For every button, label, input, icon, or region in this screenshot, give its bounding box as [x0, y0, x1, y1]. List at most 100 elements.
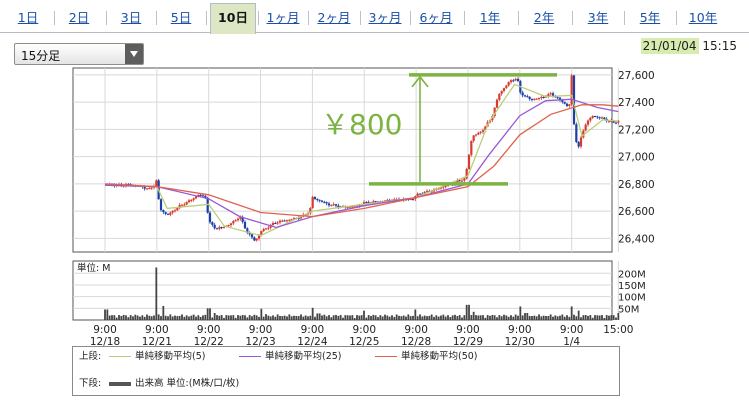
candle-body: [148, 188, 151, 190]
volume-bar: [510, 315, 512, 320]
volume-bar: [176, 316, 179, 320]
volume-bar: [195, 316, 197, 320]
legend-label-ma5: 単純移動平均(5): [135, 351, 206, 362]
volume-bar: [323, 314, 326, 320]
volume-bar: [400, 316, 403, 320]
candle-body: [458, 180, 461, 182]
volume-bar: [447, 315, 449, 320]
candle-body: [169, 212, 172, 215]
candle-body: [505, 85, 508, 89]
tab-2ヶ月[interactable]: 2ヶ月: [317, 10, 351, 25]
tab-3日[interactable]: 3日: [120, 10, 142, 25]
candle-body: [460, 180, 464, 182]
volume-bar: [444, 316, 447, 320]
tab-5年[interactable]: 5年: [639, 10, 661, 25]
volume-bar: [276, 314, 279, 320]
volume-bar: [500, 316, 503, 320]
volume-bar: [325, 316, 328, 320]
date-text: 21/01/04: [640, 38, 699, 54]
volume-y-tick-label: 50M: [618, 304, 639, 315]
volume-bar: [106, 309, 109, 320]
volume-bar: [272, 315, 274, 320]
candle-body: [220, 227, 223, 229]
candle-body: [484, 126, 487, 131]
candle-body: [283, 220, 286, 222]
volume-bar: [540, 316, 543, 320]
volume-bar: [463, 315, 466, 320]
candle-body: [474, 134, 478, 136]
candle-body: [229, 223, 233, 226]
legend-item-ma5: 単純移動平均(5): [109, 350, 205, 364]
tab-separator: [676, 11, 677, 25]
candle-body: [416, 193, 419, 196]
tab-3年[interactable]: 3年: [587, 10, 609, 25]
tab-10日[interactable]: 10日: [210, 3, 256, 34]
volume-bar: [612, 315, 615, 320]
candle-body: [472, 135, 475, 141]
candle-body: [365, 202, 368, 204]
volume-y-tick-label: 100M: [618, 293, 646, 304]
y-tick-label: 27,200: [618, 124, 655, 136]
tab-2日[interactable]: 2日: [68, 10, 90, 25]
volume-bar: [598, 315, 601, 320]
tab-separator: [156, 11, 157, 25]
volume-bar: [496, 317, 498, 320]
volume-bar: [524, 312, 526, 320]
volume-bar: [594, 315, 596, 320]
chevron-down-icon[interactable]: [125, 44, 143, 64]
candle-body: [360, 204, 363, 207]
tab-6ヶ月[interactable]: 6ヶ月: [419, 10, 453, 25]
x-tick-date: 12/29: [453, 336, 483, 346]
volume-bar: [113, 315, 116, 320]
candle-body: [521, 92, 524, 96]
tab-1日[interactable]: 1日: [17, 10, 39, 25]
volume-bar: [533, 315, 536, 320]
volume-bar: [416, 316, 419, 320]
stock-chart: 26,400 26,600 26,800 27,000 27,200 27,400 27,6…: [72, 67, 655, 346]
volume-bar: [318, 313, 321, 320]
candle-body: [423, 192, 426, 195]
volume-bar: [549, 314, 552, 320]
tab-1年[interactable]: 1年: [479, 10, 501, 25]
volume-bar: [559, 315, 561, 320]
candle-body: [227, 225, 230, 227]
candle-body: [561, 99, 564, 102]
tab-2年[interactable]: 2年: [533, 10, 555, 25]
volume-bar: [442, 314, 445, 320]
x-tick-time: 9:00: [352, 324, 376, 336]
tab-separator: [410, 11, 411, 25]
volume-bar: [288, 314, 291, 320]
candle-body: [215, 228, 219, 230]
legend-lower-label: 下段:: [79, 378, 102, 389]
tab-10年[interactable]: 10年: [688, 10, 718, 25]
volume-bar: [300, 314, 302, 320]
candle-body: [166, 213, 170, 215]
candle-body: [253, 237, 256, 241]
candle-body: [418, 193, 422, 195]
candle-body: [575, 124, 578, 142]
volume-bar: [570, 306, 573, 320]
candle-body: [596, 116, 599, 118]
tab-1ヶ月[interactable]: 1ヶ月: [266, 10, 300, 25]
volume-bar: [286, 316, 288, 320]
tab-separator: [360, 11, 361, 25]
volume-bar: [342, 317, 344, 320]
annotation-text: ￥800: [321, 108, 402, 141]
candle-body: [537, 98, 541, 100]
volume-bar: [269, 316, 272, 320]
candle-body: [334, 204, 338, 206]
volume-bar: [136, 315, 139, 320]
candle-body: [456, 180, 459, 183]
tab-3ヶ月[interactable]: 3ヶ月: [368, 10, 402, 25]
interval-select[interactable]: 15分足: [14, 43, 144, 65]
candle-body: [239, 216, 242, 219]
volume-bar: [440, 315, 442, 320]
tab-5日[interactable]: 5日: [170, 10, 192, 25]
volume-bar: [465, 304, 468, 320]
candle-body: [327, 203, 331, 206]
volume-bar: [477, 315, 480, 320]
candle-body: [185, 202, 188, 205]
candle-body: [530, 98, 534, 100]
candle-body: [309, 207, 312, 214]
volume-bar: [183, 316, 186, 320]
